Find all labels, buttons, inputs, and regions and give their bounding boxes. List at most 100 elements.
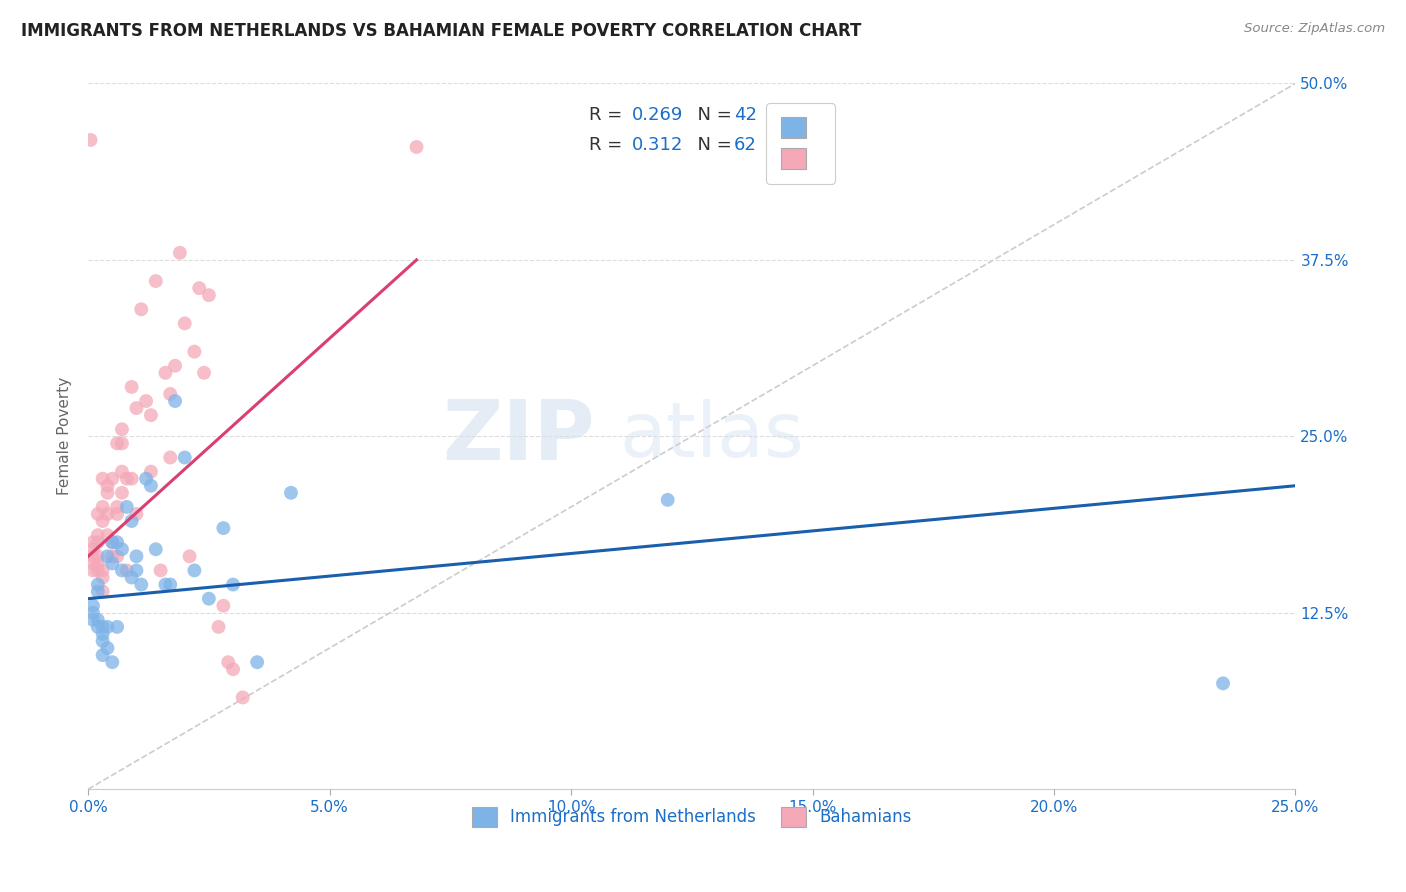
Point xyxy=(91,514,114,528)
Point xyxy=(91,570,114,584)
Point xyxy=(82,549,104,564)
Point xyxy=(91,648,114,662)
Point xyxy=(87,613,110,627)
Point xyxy=(125,507,148,521)
Text: 62: 62 xyxy=(734,136,756,154)
Point xyxy=(96,641,118,656)
Point xyxy=(82,557,104,571)
Point xyxy=(87,584,110,599)
Point xyxy=(96,507,118,521)
Point xyxy=(105,436,128,450)
Point xyxy=(111,422,134,436)
Point xyxy=(155,366,177,380)
Point xyxy=(111,485,134,500)
Point xyxy=(105,535,128,549)
Point xyxy=(169,245,191,260)
Point xyxy=(212,521,235,535)
Point xyxy=(115,563,138,577)
Point xyxy=(165,394,187,409)
Point xyxy=(87,549,110,564)
Text: Source: ZipAtlas.com: Source: ZipAtlas.com xyxy=(1244,22,1385,36)
Point xyxy=(121,472,143,486)
Point xyxy=(91,620,114,634)
Point xyxy=(246,655,269,669)
Text: N =: N = xyxy=(686,106,737,124)
Point xyxy=(183,344,205,359)
Point xyxy=(165,359,187,373)
Point xyxy=(115,500,138,514)
Point xyxy=(129,302,152,317)
Point xyxy=(121,570,143,584)
Point xyxy=(105,507,128,521)
Point xyxy=(159,450,181,465)
Point xyxy=(96,479,118,493)
Point xyxy=(82,599,104,613)
Point xyxy=(280,485,302,500)
Text: R =: R = xyxy=(589,136,628,154)
Point xyxy=(149,563,172,577)
Point xyxy=(139,479,162,493)
Point xyxy=(101,549,124,564)
Point xyxy=(139,465,162,479)
Point xyxy=(101,655,124,669)
Point xyxy=(155,577,177,591)
Point xyxy=(87,535,110,549)
Point xyxy=(207,620,229,634)
Point xyxy=(121,380,143,394)
Point xyxy=(111,563,134,577)
Text: 42: 42 xyxy=(734,106,756,124)
Point xyxy=(1212,676,1234,690)
Point xyxy=(129,577,152,591)
Point xyxy=(145,542,167,557)
Text: N =: N = xyxy=(686,136,737,154)
Point xyxy=(125,401,148,416)
Point xyxy=(87,577,110,591)
Point xyxy=(657,492,679,507)
Point xyxy=(79,133,101,147)
Point xyxy=(198,591,221,606)
Text: 0.312: 0.312 xyxy=(631,136,683,154)
Point xyxy=(96,528,118,542)
Y-axis label: Female Poverty: Female Poverty xyxy=(58,377,72,495)
Point xyxy=(91,584,114,599)
Point xyxy=(101,557,124,571)
Point xyxy=(105,549,128,564)
Point xyxy=(111,436,134,450)
Point xyxy=(87,557,110,571)
Point xyxy=(193,366,215,380)
Point xyxy=(87,563,110,577)
Point xyxy=(222,662,245,676)
Text: atlas: atlas xyxy=(620,400,804,474)
Point xyxy=(232,690,254,705)
Point xyxy=(91,627,114,641)
Point xyxy=(87,620,110,634)
Point xyxy=(111,542,134,557)
Point xyxy=(82,542,104,557)
Point xyxy=(179,549,201,564)
Point xyxy=(125,563,148,577)
Point xyxy=(105,620,128,634)
Point xyxy=(96,620,118,634)
Point xyxy=(173,317,195,331)
Point xyxy=(135,472,157,486)
Point xyxy=(121,514,143,528)
Point xyxy=(125,549,148,564)
Point xyxy=(87,528,110,542)
Point xyxy=(82,613,104,627)
Text: 0.269: 0.269 xyxy=(631,106,683,124)
Point xyxy=(405,140,427,154)
Point xyxy=(101,472,124,486)
Point xyxy=(111,465,134,479)
Point xyxy=(101,535,124,549)
Point xyxy=(183,563,205,577)
Point xyxy=(145,274,167,288)
Point xyxy=(105,500,128,514)
Point xyxy=(217,655,239,669)
Point xyxy=(101,535,124,549)
Point xyxy=(91,472,114,486)
Point xyxy=(91,634,114,648)
Point xyxy=(188,281,211,295)
Point xyxy=(82,535,104,549)
Point xyxy=(91,563,114,577)
Point xyxy=(159,387,181,401)
